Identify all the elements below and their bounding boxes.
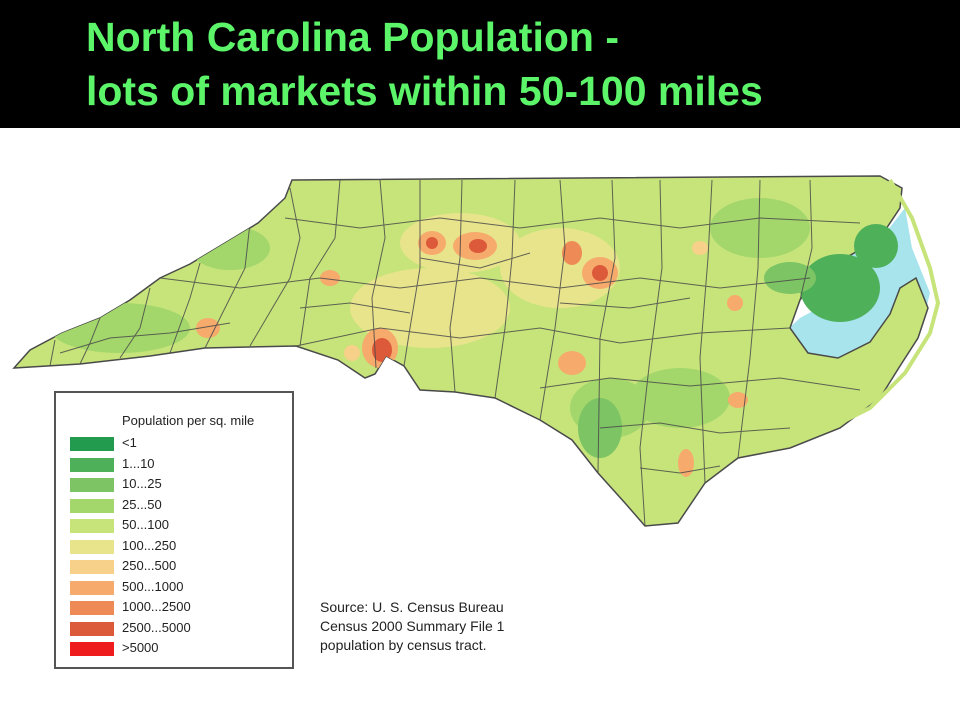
county-line <box>204 222 251 349</box>
north-carolina-population-map <box>12 175 941 527</box>
county-line <box>371 179 386 369</box>
county-line <box>49 339 56 367</box>
legend-title: Population per sq. mile <box>122 413 255 428</box>
source-line-3: population by census tract. <box>320 637 487 653</box>
charlotte-core <box>372 338 392 362</box>
county-line <box>299 179 341 347</box>
county-line <box>799 179 813 301</box>
county-line <box>699 179 713 484</box>
county-line <box>639 465 721 474</box>
county-line <box>295 327 791 347</box>
legend-swatch <box>70 642 114 656</box>
hickory-cluster <box>320 270 340 286</box>
wilmington-cluster <box>678 449 694 477</box>
albemarle-patch <box>854 224 898 268</box>
county-line <box>599 422 791 434</box>
legend-label: >5000 <box>122 640 159 655</box>
county-line <box>299 302 411 314</box>
mountains-patch <box>50 303 190 353</box>
coastal-wetlands-patch <box>800 254 880 322</box>
greenville-cluster <box>727 295 743 311</box>
county-borders <box>49 179 861 526</box>
jacksonville-cluster <box>728 392 748 408</box>
gastonia-cluster <box>344 345 360 361</box>
county-line <box>119 287 151 359</box>
rocky-mount-cluster <box>692 241 708 255</box>
legend-label: 25...50 <box>122 496 162 512</box>
county-line <box>159 277 811 289</box>
asheville-cluster <box>196 318 220 338</box>
county-line <box>284 217 861 229</box>
county-line <box>249 187 301 347</box>
county-line <box>559 297 691 309</box>
legend-swatch <box>70 478 114 492</box>
map-area: Population per sq. mile <1 1...10 10...25 2… <box>0 128 960 720</box>
county-line <box>539 377 861 391</box>
county-line <box>639 179 663 526</box>
county-line <box>79 317 101 365</box>
northeast-patch <box>710 198 810 258</box>
outer-banks <box>829 178 941 430</box>
county-line <box>597 179 616 474</box>
legend-label: 50...100 <box>122 517 169 532</box>
legend-swatch <box>70 457 114 472</box>
legend-swatch <box>70 519 114 533</box>
source-line-2: Census 2000 Summary File 1 <box>320 618 505 634</box>
winston-salem-core <box>426 237 438 249</box>
county-line <box>59 322 231 354</box>
title-line-2: lots of markets within 50-100 miles <box>86 68 763 114</box>
durham-cluster <box>562 241 582 265</box>
piedmont-patch <box>350 268 510 348</box>
greensboro-core <box>469 239 487 253</box>
legend-swatch <box>70 498 114 513</box>
legend-swatch <box>70 560 114 574</box>
county-line <box>419 252 531 269</box>
county-line <box>494 179 516 399</box>
legend-swatch <box>70 437 114 451</box>
legend-label: 500...1000 <box>122 578 184 594</box>
hendersonville-cluster <box>214 354 226 366</box>
raleigh-core <box>592 265 608 281</box>
legend-label: 100...250 <box>122 537 177 553</box>
map-legend: Population per sq. mile <1 1...10 10...25 2… <box>54 391 294 669</box>
slide-title: North Carolina Population - lots of mark… <box>86 10 763 118</box>
legend-swatch <box>70 601 114 615</box>
county-line <box>403 180 421 367</box>
county-line <box>449 179 463 393</box>
slide-header: North Carolina Population - lots of mark… <box>0 0 960 128</box>
fayetteville-cluster <box>558 351 586 375</box>
southeast-patch <box>630 368 730 428</box>
county-line <box>737 179 761 459</box>
title-line-1: North Carolina Population - <box>86 14 619 60</box>
legend-swatch <box>70 621 114 636</box>
mountain-north-patch <box>190 226 270 270</box>
legend-label: <1 <box>122 435 137 450</box>
legend-label: 1000...2500 <box>122 599 191 614</box>
legend-label: 250...500 <box>122 558 177 573</box>
county-line <box>169 262 201 354</box>
triangle-patch <box>500 228 620 308</box>
legend-label: 2500...5000 <box>122 619 191 635</box>
legend-label: 10...25 <box>122 476 162 491</box>
legend-label: 1...10 <box>122 455 155 471</box>
source-note: Source: U. S. Census Bureau Census 2000 … <box>320 598 504 655</box>
density-patches <box>50 198 898 458</box>
legend-swatch <box>70 539 114 554</box>
source-line-1: Source: U. S. Census Bureau <box>320 599 504 615</box>
legend-swatch <box>70 580 114 595</box>
